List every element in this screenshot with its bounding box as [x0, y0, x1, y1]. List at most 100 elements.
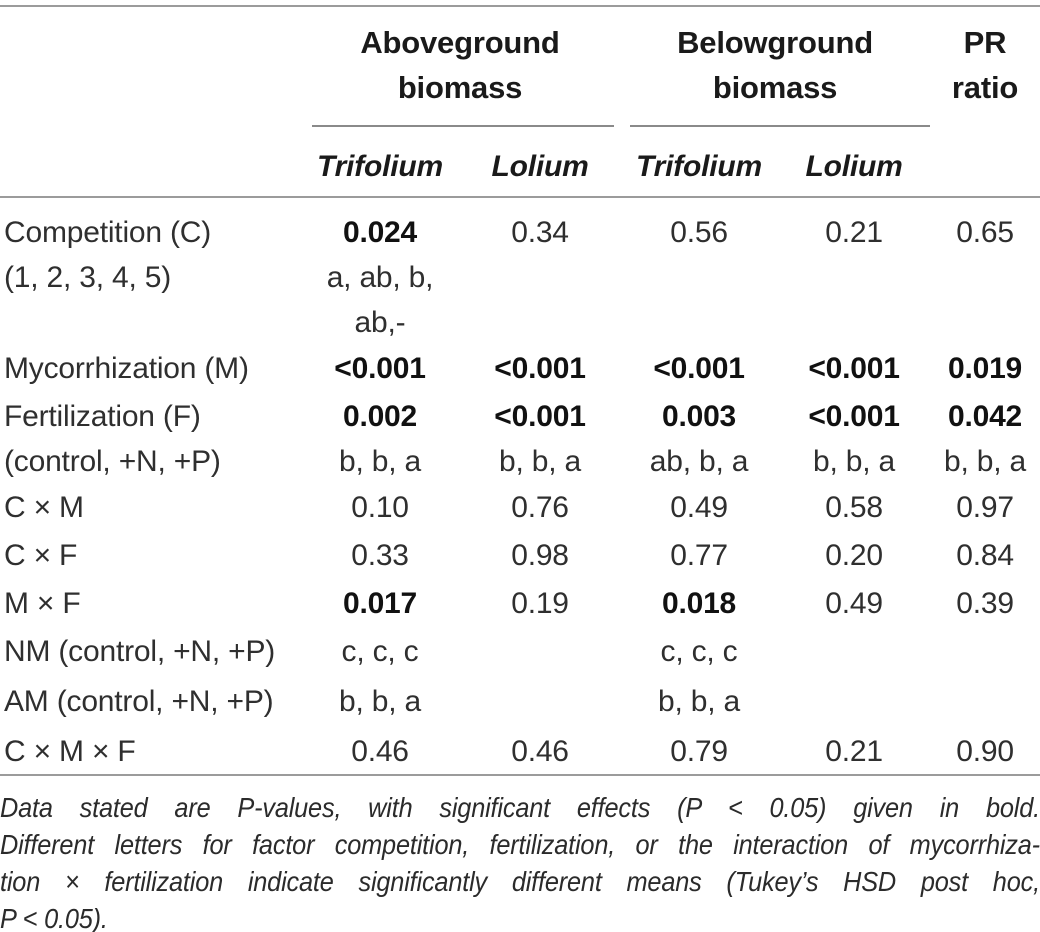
- header-empty-cell: [930, 127, 1040, 198]
- group-title-line: Belowground: [677, 25, 873, 60]
- p-value: 0.10: [351, 491, 409, 524]
- p-value-cell: 0.56: [620, 197, 778, 346]
- p-value: 0.49: [825, 587, 883, 620]
- p-value-cell: 0.20: [778, 531, 930, 579]
- row-label-cell: Competition (C) (1, 2, 3, 4, 5): [0, 197, 300, 346]
- p-value: 0.042: [947, 400, 1023, 433]
- p-value: 0.018: [661, 587, 737, 620]
- tukey-letters: b, b, a: [658, 685, 741, 718]
- p-value-cell: 0.34: [460, 197, 620, 346]
- p-value-cell: 0.84: [930, 531, 1040, 579]
- row-label-cell: Mycorrhization (M): [0, 346, 300, 392]
- row-label: M × F: [4, 587, 81, 620]
- p-value-cell: 0.042 b, b, a: [930, 392, 1040, 485]
- footnote-line: tion × fertilization indicate significan…: [0, 866, 1040, 897]
- row-label: Fertilization (F): [4, 400, 201, 433]
- p-value: <0.001: [494, 352, 586, 385]
- p-value: 0.49: [670, 491, 728, 524]
- p-value-cell: 0.024 a, ab, b, ab,-: [300, 197, 460, 346]
- tukey-letters: b, b, a: [339, 685, 421, 718]
- table-top-rule: [0, 5, 1040, 7]
- group-title-line: PR: [963, 25, 1007, 60]
- p-value: <0.001: [808, 352, 900, 385]
- table-row-cxm: C × M 0.10 0.76 0.49 0.58 0.97: [0, 485, 1040, 531]
- p-value: 0.58: [825, 491, 883, 524]
- p-value-cell: 0.46: [460, 725, 621, 776]
- p-value: 0.84: [956, 539, 1014, 572]
- p-value: 0.46: [511, 735, 569, 768]
- row-label: AM (control, +N, +P): [4, 685, 274, 718]
- table-row-nm: NM (control, +N, +P) c, c, c c, c, c: [0, 627, 1040, 675]
- p-value-cell: 0.21: [778, 197, 930, 346]
- p-value: 0.76: [511, 491, 569, 524]
- tukey-letters: b, b, a: [499, 445, 581, 478]
- tukey-letters: b, b, a: [813, 445, 896, 478]
- p-value: 0.21: [825, 216, 883, 249]
- row-label: C × M: [4, 491, 84, 524]
- p-value-cell: <0.001 b, b, a: [778, 392, 930, 485]
- tukey-letters: c, c, c: [341, 635, 419, 668]
- header-group-row: Aboveground biomass Belowground biomass …: [0, 7, 1040, 127]
- row-label: C × F: [4, 539, 78, 572]
- footnote-line: Different letters for factor competition…: [0, 829, 1040, 860]
- p-value-cell: 0.49: [620, 485, 778, 531]
- p-value-cell: [460, 675, 620, 725]
- p-value: 0.97: [956, 491, 1014, 524]
- p-value: 0.19: [511, 587, 569, 620]
- tukey-letters: c, c, c: [660, 635, 738, 668]
- table-row-mxf: M × F 0.017 0.19 0.018 0.49 0.39: [0, 579, 1040, 627]
- p-value: <0.001: [808, 400, 900, 433]
- table-row-competition: Competition (C) (1, 2, 3, 4, 5) 0.024 a,…: [0, 197, 1040, 346]
- row-label-cell: C × M: [0, 485, 300, 531]
- p-value: 0.002: [342, 400, 418, 433]
- p-value-cell: 0.018: [620, 579, 778, 627]
- p-value-cell: c, c, c: [300, 627, 460, 675]
- tukey-letters: ab,-: [354, 306, 406, 339]
- p-value: 0.65: [956, 216, 1014, 249]
- p-value-cell: 0.65: [930, 197, 1040, 346]
- p-value: 0.019: [947, 352, 1023, 385]
- p-value-cell: 0.39: [930, 579, 1040, 627]
- p-value-cell: b, b, a: [620, 675, 778, 725]
- p-value: 0.017: [342, 587, 418, 620]
- anova-p-value-table: Aboveground biomass Belowground biomass …: [0, 7, 1040, 776]
- tukey-letters: ab, b, a: [649, 445, 749, 478]
- p-value-cell: <0.001: [620, 346, 778, 392]
- p-value-cell: [778, 627, 930, 675]
- species-column-header: Trifolium: [300, 127, 460, 198]
- p-value: 0.21: [825, 735, 883, 768]
- group-underline: [312, 125, 615, 127]
- p-value-cell: 0.98: [460, 531, 620, 579]
- row-label-cell: Fertilization (F) (control, +N, +P): [0, 392, 300, 485]
- p-value-cell: <0.001: [460, 346, 620, 392]
- species-column-header: Trifolium: [620, 127, 779, 198]
- header-empty-cell: [0, 7, 300, 127]
- row-label: Competition (C): [4, 216, 212, 249]
- header-empty-cell: [0, 127, 300, 198]
- tukey-letters: b, b, a: [944, 445, 1027, 478]
- header-belowground-biomass: Belowground biomass: [620, 7, 931, 127]
- p-value-cell: [930, 675, 1040, 725]
- row-label: Mycorrhization (M): [4, 352, 249, 385]
- row-label: NM (control, +N, +P): [4, 635, 276, 668]
- header-species-row: Trifolium Lolium Trifolium Lolium: [0, 127, 1040, 198]
- species-column-header: Lolium: [778, 127, 931, 198]
- p-value: 0.77: [670, 539, 728, 572]
- row-label-cell: AM (control, +N, +P): [0, 675, 300, 725]
- group-underline: [630, 125, 931, 127]
- p-value-cell: [460, 627, 620, 675]
- p-value-cell: 0.003 ab, b, a: [620, 392, 778, 485]
- p-value-cell: 0.58: [778, 485, 930, 531]
- group-title-line: Aboveground: [360, 25, 560, 60]
- row-label: C × M × F: [4, 735, 136, 768]
- table-row-mycorrhization: Mycorrhization (M) <0.001 <0.001 <0.001 …: [0, 346, 1040, 392]
- table-row-cxmxf: C × M × F 0.46 0.46 0.79 0.21 0.90: [0, 725, 1040, 776]
- p-value: 0.024: [342, 216, 418, 249]
- p-value-cell: [930, 627, 1040, 675]
- p-value-cell: 0.46: [300, 725, 460, 776]
- p-value: 0.79: [670, 735, 728, 768]
- table-row-am: AM (control, +N, +P) b, b, a b, b, a: [0, 675, 1040, 725]
- p-value-cell: 0.76: [460, 485, 620, 531]
- row-label-cell: M × F: [0, 579, 300, 627]
